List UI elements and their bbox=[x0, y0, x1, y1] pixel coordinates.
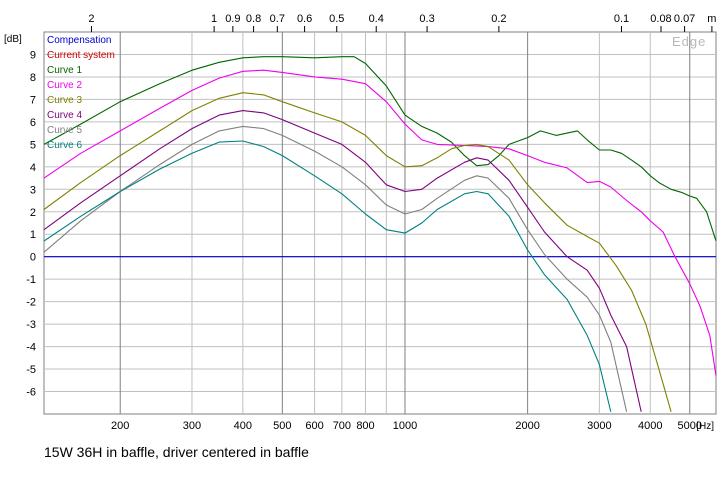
y-tick-label: 8 bbox=[30, 72, 36, 84]
x-tick-label: 200 bbox=[111, 420, 129, 432]
x-tick-label: 3000 bbox=[587, 420, 611, 432]
top-tick-label: 0.5 bbox=[329, 13, 344, 25]
series-line-5 bbox=[43, 110, 642, 412]
top-tick-label: 0.3 bbox=[419, 13, 434, 25]
grid bbox=[43, 31, 717, 415]
x-tick-label: 1000 bbox=[393, 420, 417, 432]
x-tick-label: 400 bbox=[234, 420, 252, 432]
axes: 9 8 7 6 5 4 3 2 1 0 -1 -2 -3 -4 -5 -6 [dB] 200 300 400 500 60… bbox=[4, 13, 716, 432]
top-tick-label: 0.08 bbox=[650, 13, 671, 25]
legend-entry: Current system bbox=[47, 50, 115, 61]
y-tick-label: -1 bbox=[26, 274, 36, 286]
y-tick-label: 0 bbox=[30, 252, 36, 264]
y-tick-label: 5 bbox=[30, 139, 36, 151]
x-tick-label: 300 bbox=[183, 420, 201, 432]
x-tick-label: 800 bbox=[356, 420, 374, 432]
x-tick-label: 600 bbox=[305, 420, 323, 432]
legend-entry: Compensation bbox=[47, 35, 111, 46]
y-tick-label: -3 bbox=[26, 319, 36, 331]
plot-frame bbox=[43, 31, 717, 415]
legend-entry: Curve 3 bbox=[47, 95, 82, 106]
top-tick-label: 0.8 bbox=[246, 13, 261, 25]
legend: Compensation Current system Curve 1 Curve 2… bbox=[47, 35, 115, 151]
top-tick-label: 1 bbox=[211, 13, 217, 25]
y-tick-label: 7 bbox=[30, 94, 36, 106]
y-tick-label: -5 bbox=[26, 364, 36, 376]
chart-caption: 15W 36H in baffle, driver centered in ba… bbox=[44, 444, 309, 460]
legend-entry: Curve 6 bbox=[47, 140, 82, 151]
y-axis-label: [dB] bbox=[4, 34, 22, 45]
series-line-3 bbox=[43, 69, 717, 376]
series-line-7 bbox=[43, 140, 612, 412]
legend-entry: Curve 5 bbox=[47, 125, 82, 136]
series-line-2 bbox=[43, 56, 717, 242]
series-line-4 bbox=[43, 92, 672, 412]
watermark-label: Edge bbox=[672, 34, 706, 49]
series-layer bbox=[43, 56, 717, 412]
top-tick-label: 0.7 bbox=[270, 13, 285, 25]
series-line-6 bbox=[43, 125, 628, 412]
x-tick-label: 5000 bbox=[677, 420, 701, 432]
y-tick-label: 6 bbox=[30, 117, 36, 129]
x-tick-label: 500 bbox=[273, 420, 291, 432]
top-tick-label: 0.2 bbox=[491, 13, 506, 25]
x-tick-label: 2000 bbox=[515, 420, 539, 432]
legend-entry: Curve 1 bbox=[47, 65, 82, 76]
top-tick-label: 0.6 bbox=[297, 13, 312, 25]
y-tick-label: 2 bbox=[30, 207, 36, 219]
y-tick-label: -6 bbox=[26, 387, 36, 399]
top-tick-label: 0.1 bbox=[614, 13, 629, 25]
y-tick-label: 9 bbox=[30, 49, 36, 61]
y-tick-label: -4 bbox=[26, 342, 36, 354]
legend-entry: Curve 4 bbox=[47, 110, 82, 121]
x-tick-label: 4000 bbox=[638, 420, 662, 432]
y-tick-label: -2 bbox=[26, 297, 36, 309]
x-axis-label: [Hz] bbox=[696, 421, 714, 432]
top-tick-label: 0.4 bbox=[369, 13, 384, 25]
y-tick-label: 4 bbox=[30, 162, 36, 174]
top-tick-label: 2 bbox=[88, 13, 94, 25]
top-tick-label: 0.9 bbox=[225, 13, 240, 25]
x-tick-label: 700 bbox=[333, 420, 351, 432]
y-tick-label: 3 bbox=[30, 184, 36, 196]
legend-entry: Curve 2 bbox=[47, 80, 82, 91]
top-tick-label: m bbox=[707, 13, 716, 25]
top-tick-label: 0.07 bbox=[674, 13, 695, 25]
y-tick-label: 1 bbox=[30, 229, 36, 241]
